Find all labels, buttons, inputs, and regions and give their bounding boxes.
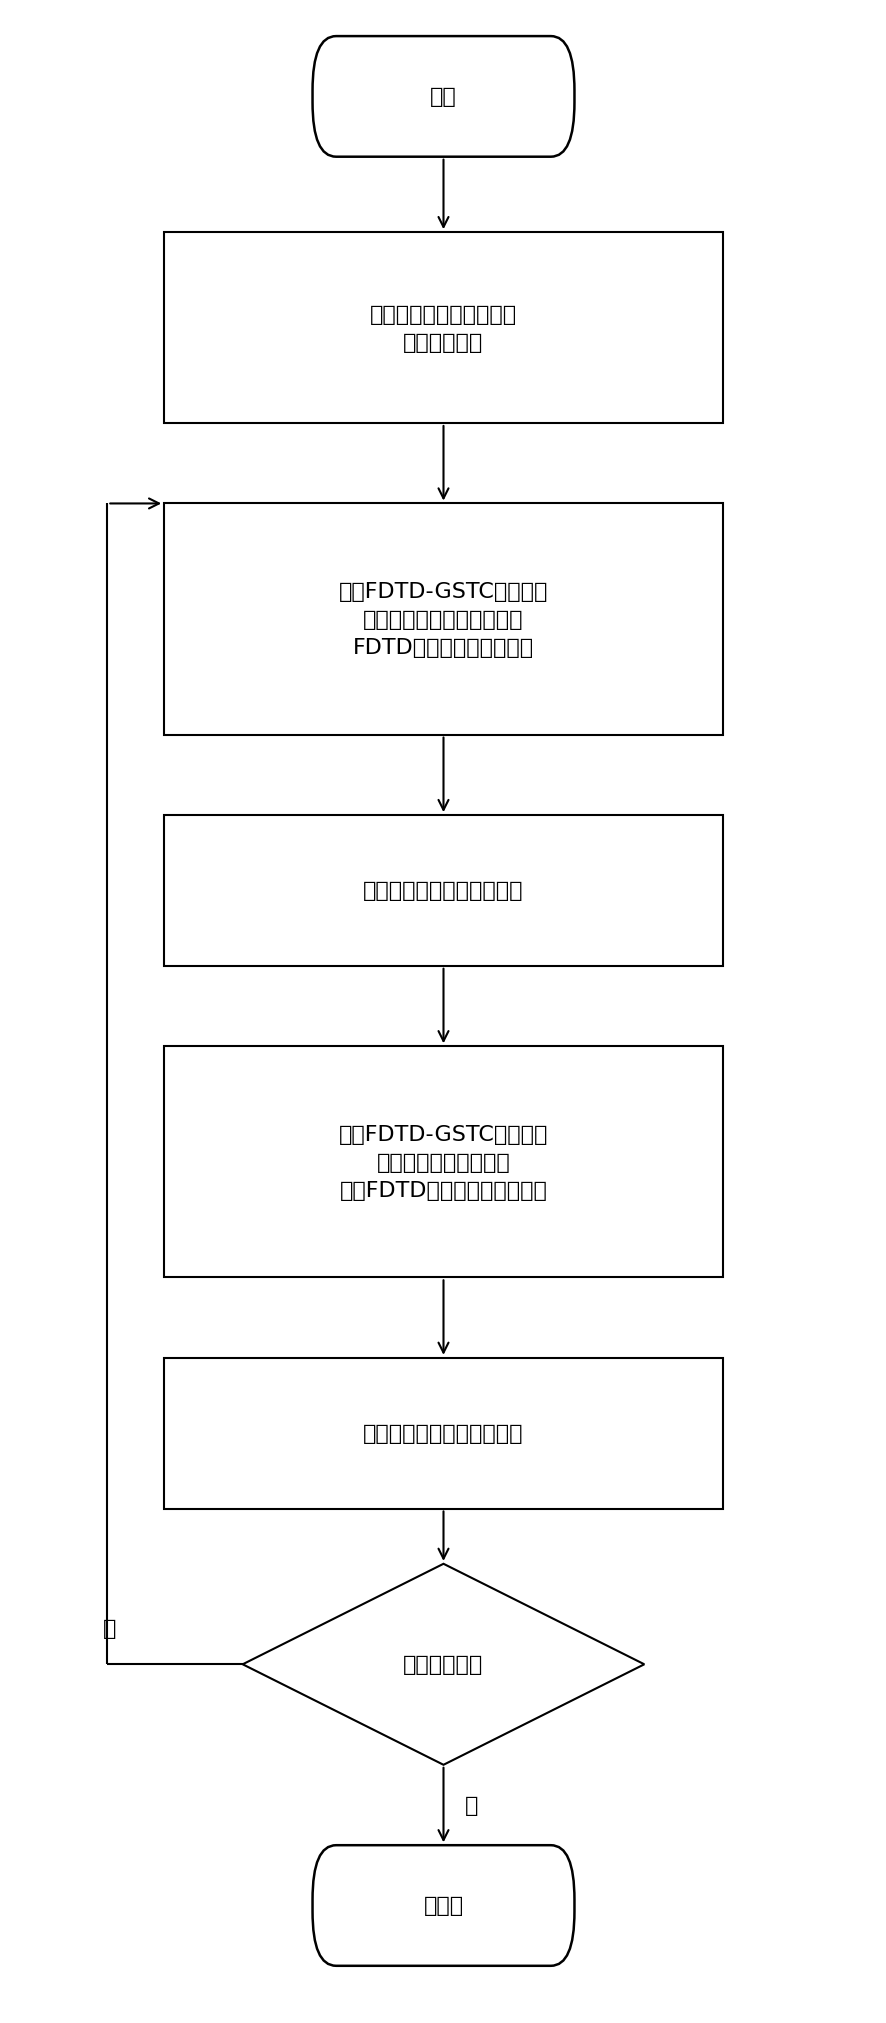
Bar: [164, 815, 722, 967]
Text: 开始: 开始: [430, 87, 456, 107]
FancyBboxPatch shape: [312, 36, 574, 158]
FancyBboxPatch shape: [312, 1845, 574, 1966]
Text: 更新石墨烯上的等效面磁流: 更新石墨烯上的等效面磁流: [363, 1424, 523, 1442]
Bar: [164, 504, 722, 734]
Bar: [164, 1357, 722, 1509]
Text: 最终迭代步？: 最终迭代步？: [403, 1655, 483, 1675]
Text: 初始化电极化率和磁极化
率张量的参数: 初始化电极化率和磁极化 率张量的参数: [369, 303, 517, 352]
Text: 后处理: 后处理: [423, 1896, 463, 1916]
Bar: [164, 1046, 722, 1279]
Text: 是: 是: [465, 1794, 478, 1815]
Text: 使用FDTD-GSTC方法更新
石墨烯上的磁场，使用
常规FDTD更新其他区域的磁场: 使用FDTD-GSTC方法更新 石墨烯上的磁场，使用 常规FDTD更新其他区域的…: [338, 1125, 548, 1200]
Bar: [164, 233, 722, 425]
Text: 使用FDTD-GSTC方法更新
石墨烯上的电场，使用常规
FDTD更新其他区域的电场: 使用FDTD-GSTC方法更新 石墨烯上的电场，使用常规 FDTD更新其他区域的…: [338, 583, 548, 657]
Polygon shape: [243, 1564, 643, 1764]
Text: 否: 否: [103, 1618, 116, 1639]
Text: 更新石墨烯上的等效面电流: 更新石墨烯上的等效面电流: [363, 880, 523, 900]
